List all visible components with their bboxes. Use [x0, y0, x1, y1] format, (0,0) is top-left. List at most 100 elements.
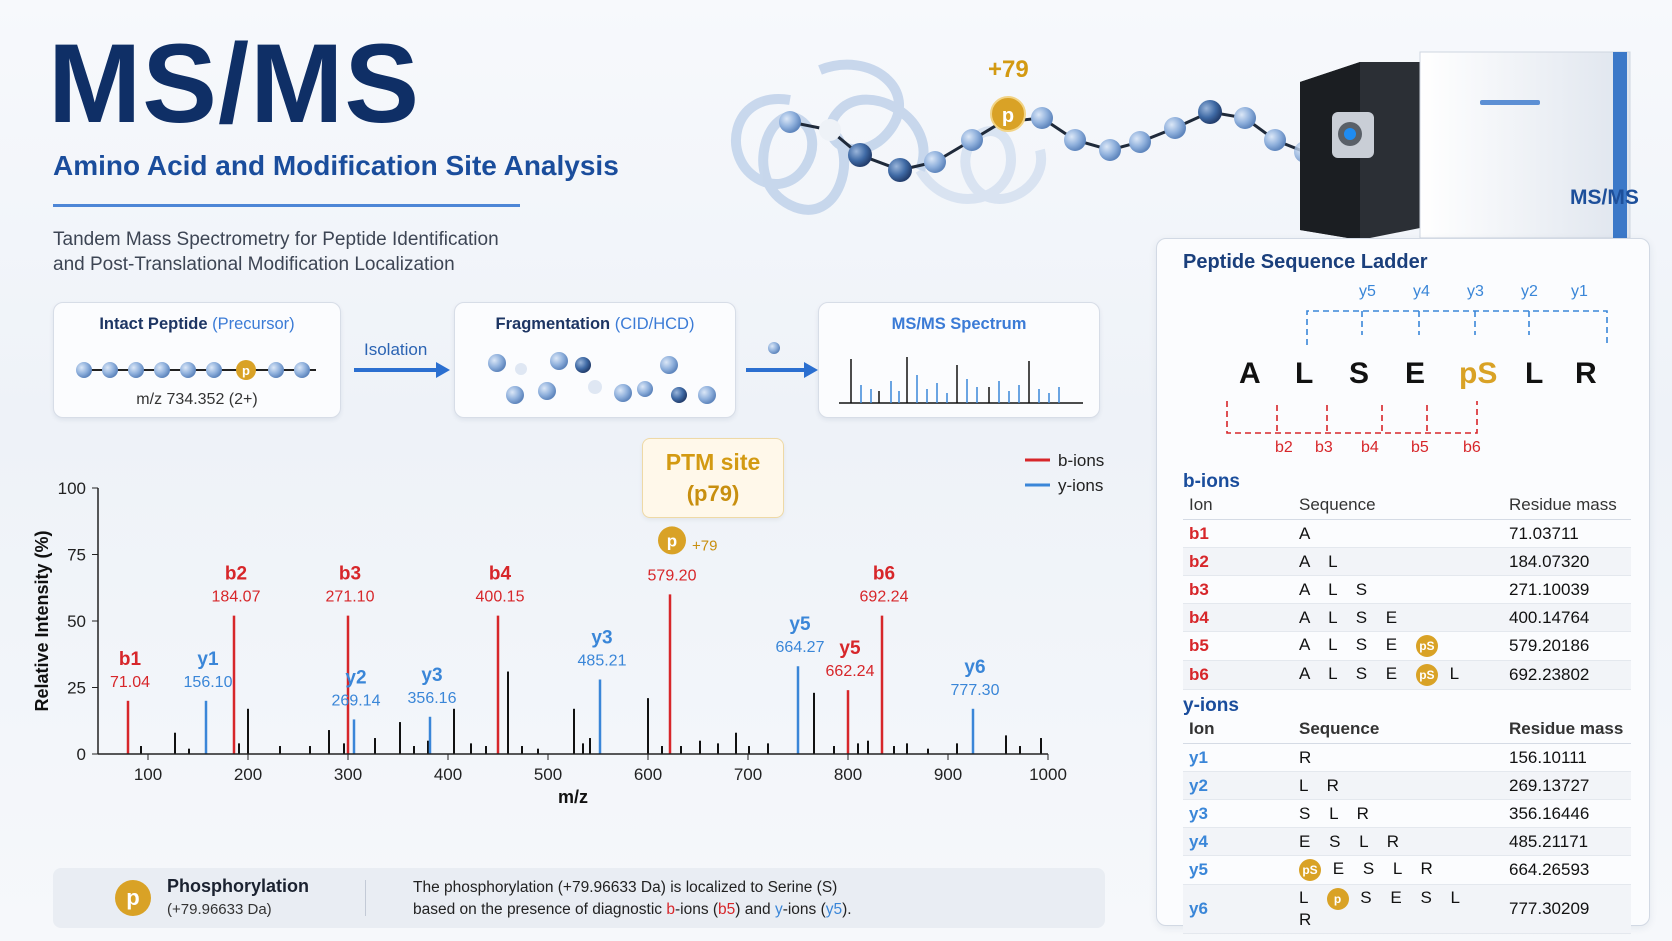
b-ion-cell: b3 [1183, 575, 1293, 604]
residue: E [1385, 664, 1405, 683]
b-ions-table: Ion Sequence Residue mass b1 A 71.03711 b2 A… [1183, 491, 1631, 690]
y-mass-cell: 356.16446 [1503, 799, 1631, 828]
ladder-label-y1: y1 [1571, 283, 1588, 300]
y-col-ion: Ion [1183, 715, 1293, 744]
ladder-label-y4: y4 [1413, 283, 1430, 300]
fragment-beads [488, 352, 716, 404]
isolation-label: Isolation [364, 340, 428, 359]
instrument-label: MS/MS [1570, 186, 1639, 209]
residue: R [1356, 803, 1376, 823]
b-sequence-cell: A L S [1293, 575, 1503, 604]
residue: L [1328, 551, 1345, 571]
residue: S [1355, 607, 1375, 627]
ladder-label-y2: y2 [1521, 283, 1538, 300]
peak-value-label: 269.14 [332, 692, 381, 709]
phospho-icon: p [115, 880, 151, 916]
phosphorylation-info-bar: p Phosphorylation (+79.96633 Da) The pho… [53, 868, 1105, 928]
residue: E [1332, 859, 1352, 878]
peak-value-label: 485.21 [578, 653, 627, 670]
y-ions-table: Ion Sequence Residue mass y1 R 156.10111 y2… [1183, 715, 1631, 934]
peak-value-label: 356.16 [408, 690, 457, 707]
residue: S [1355, 579, 1375, 599]
residue: L [1299, 888, 1315, 907]
mass-spectrometer [1300, 51, 1631, 240]
modification-mass-label: +79 [988, 56, 1029, 83]
residue: A [1299, 579, 1317, 599]
page-title: MS/MS [48, 21, 421, 146]
residue: R [1386, 831, 1406, 851]
y-tick-label: 100 [58, 479, 86, 498]
peak-ion-label: y3 [421, 665, 442, 686]
ladder-residue-3: S [1349, 357, 1370, 390]
y-sequence-cell: L p S E S L R [1293, 884, 1503, 934]
peak-ion-label: y3 [591, 628, 612, 649]
y-axis-label: Relative Intensity (%) [32, 530, 52, 711]
peptide-chain-line [789, 110, 1306, 172]
fragmentation-card: Fragmentation (CID/HCD) [454, 302, 736, 418]
peak-value-label: 400.15 [476, 589, 525, 606]
spectrum-arrow-icon [746, 342, 818, 378]
peak-ion-label: y5 [789, 614, 811, 635]
y-mass-cell: 777.30209 [1503, 884, 1631, 934]
page-subtitle: Amino Acid and Modification Site Analysi… [53, 150, 619, 181]
y-sequence-cell: L R [1293, 771, 1503, 800]
residue: L [1328, 664, 1344, 683]
b-mass-cell: 271.10039 [1503, 575, 1631, 604]
y-tick-label: 0 [77, 745, 86, 764]
peak-value-label: 184.07 [212, 589, 261, 606]
x-tick-label: 300 [334, 765, 362, 784]
y-ion-cell: y2 [1183, 771, 1293, 800]
fragmentation-title-text: Fragmentation [495, 315, 611, 333]
precursor-card-title: Intact Peptide (Precursor) [54, 315, 340, 334]
phospho-residue-icon: pS [1299, 859, 1321, 881]
table-row: b5 A L S E pS 579.20186 [1183, 631, 1631, 661]
peak-ion-label: b1 [119, 649, 142, 670]
y-ion-cell: y5 [1183, 855, 1293, 885]
b-mass-cell: 184.07320 [1503, 547, 1631, 576]
b-sequence-cell: A [1293, 519, 1503, 548]
precursor-p-symbol: p [242, 363, 250, 378]
residue: L [1450, 888, 1467, 907]
phospho-bead: p [990, 96, 1026, 132]
table-row: b1 A 71.03711 [1183, 519, 1631, 548]
b-sequence-cell: A L S E pS L [1293, 660, 1503, 690]
phospho-peak-symbol: p [667, 531, 677, 550]
isolation-arrow-icon [354, 362, 450, 378]
b-mass-cell: 579.20186 [1503, 631, 1631, 661]
peak-value-label: 662.24 [826, 663, 875, 680]
ladder-brackets [1226, 310, 1608, 434]
ladder-label-b2: b2 [1275, 439, 1293, 456]
x-tick-label: 200 [234, 765, 262, 784]
table-row: b4 A L S E 400.14764 [1183, 603, 1631, 632]
msms-spectrum-chart: 100 200 300 400 500 600 700 800 900 1000 0 25 50 75 10… [32, 451, 1104, 807]
residue: L [1328, 579, 1344, 599]
modification-mass: (+79.96633 Da) [167, 901, 272, 918]
b-col-sequence: Sequence [1293, 491, 1503, 520]
b-table-header: Ion Sequence Residue mass [1183, 491, 1631, 520]
residue: L [1359, 831, 1375, 851]
page-description: Tandem Mass Spectrometry for Peptide Ide… [53, 227, 593, 277]
residue: R [1299, 747, 1319, 767]
b-mass-cell: 692.23802 [1503, 660, 1631, 690]
ladder-label-b4: b4 [1361, 439, 1379, 456]
residue: E [1299, 831, 1318, 851]
table-row: y5 pS E S L R 664.26593 [1183, 855, 1631, 885]
phospho-peak-icon [658, 526, 686, 555]
y-tick-label: 75 [67, 546, 86, 565]
b-ion-cell: b6 [1183, 660, 1293, 690]
y-mass-cell: 485.21171 [1503, 827, 1631, 856]
y-sequence-cell: pS E S L R [1293, 855, 1503, 885]
table-row: y4 E S L R 485.21171 [1183, 827, 1631, 856]
y-sequence-cell: S L R [1293, 799, 1503, 828]
phospho-bead-symbol: p [1002, 105, 1014, 127]
ladder-label-b5: b5 [1411, 439, 1429, 456]
b-mass-cell: 400.14764 [1503, 603, 1631, 632]
y-mass-cell: 269.13727 [1503, 771, 1631, 800]
b-col-ion: Ion [1183, 491, 1293, 520]
localization-explanation: The phosphorylation (+79.96633 Da) is lo… [413, 877, 852, 921]
peak-value-label: 156.10 [184, 674, 233, 691]
residue: E [1385, 607, 1405, 627]
phospho-residue-icon: p [1326, 888, 1349, 910]
x-tick-label: 1000 [1029, 765, 1067, 784]
peak-value-label: 664.27 [776, 639, 825, 656]
